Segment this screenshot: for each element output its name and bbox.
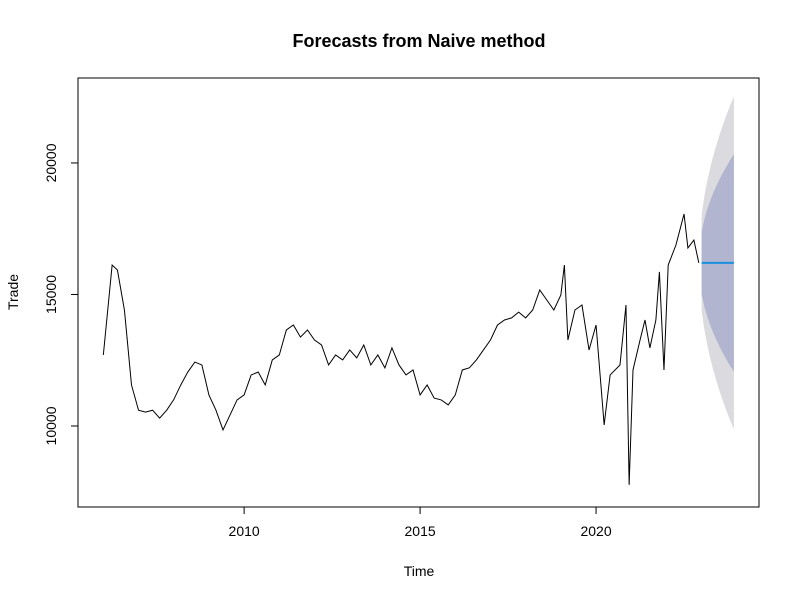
x-tick-label: 2020 <box>580 523 611 539</box>
series-line <box>102 213 700 485</box>
y-tick-label: 10000 <box>43 406 59 445</box>
y-axis-label: Trade <box>5 274 21 310</box>
plot-frame <box>77 77 760 508</box>
chart-title: Forecasts from Naive method <box>292 31 545 51</box>
y-tick-label: 15000 <box>43 275 59 314</box>
x-tick-label: 2010 <box>229 523 260 539</box>
x-tick-label: 2015 <box>405 523 436 539</box>
x-axis-label: Time <box>404 563 435 579</box>
y-tick-label: 20000 <box>43 143 59 182</box>
